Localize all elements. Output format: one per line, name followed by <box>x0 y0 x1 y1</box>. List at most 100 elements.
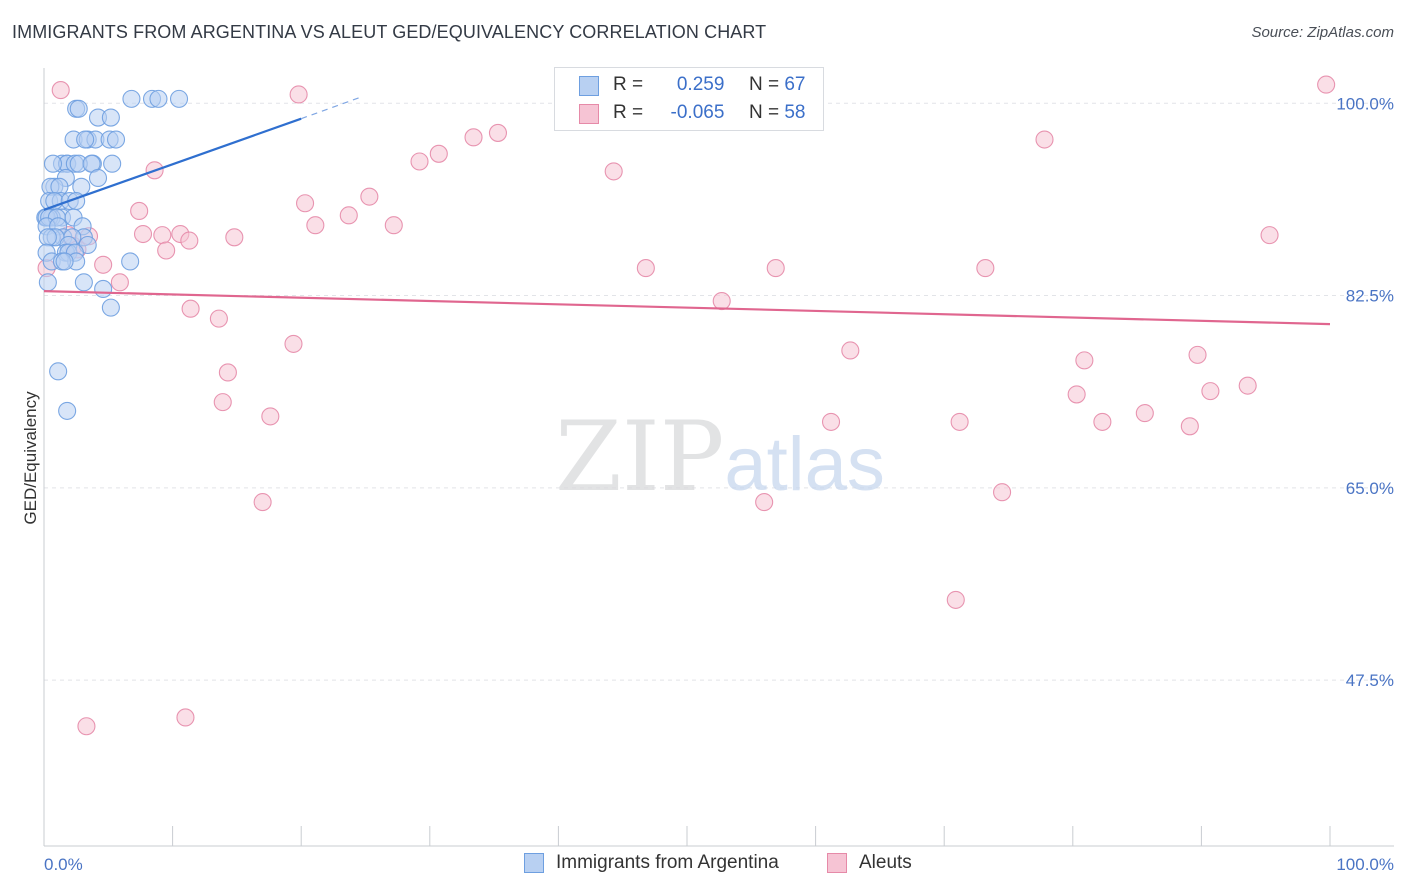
point-argentina-62 <box>38 273 57 292</box>
point-aleuts-33 <box>821 412 841 431</box>
trend-lines <box>43 97 1331 326</box>
point-argentina-3 <box>169 89 189 108</box>
point-aleuts-44 <box>1260 226 1279 245</box>
r-label: R = <box>613 102 644 123</box>
point-aleuts-37 <box>1067 385 1086 404</box>
point-aleuts-24 <box>410 152 429 171</box>
series-label-aleuts: Aleuts <box>859 852 912 873</box>
point-argentina-5 <box>69 99 88 118</box>
point-argentina-66 <box>58 401 77 420</box>
point-aleuts-27 <box>488 123 508 142</box>
point-aleuts-31 <box>712 291 731 311</box>
point-argentina-24 <box>88 168 108 188</box>
point-aleuts-15 <box>213 393 232 412</box>
series-label-argentina: Immigrants from Argentina <box>556 852 779 873</box>
trend-line-aleuts <box>43 290 1331 326</box>
point-aleuts-16 <box>218 363 237 382</box>
trend-line-argentina <box>43 117 302 211</box>
point-argentina-61 <box>74 273 93 292</box>
point-aleuts-52 <box>384 216 403 235</box>
point-aleuts-8 <box>133 224 153 244</box>
n-label: N = <box>748 74 780 95</box>
point-argentina-7 <box>101 108 120 127</box>
point-aleuts-53 <box>1035 130 1054 149</box>
point-aleuts-9 <box>153 226 172 245</box>
point-aleuts-50 <box>289 85 308 104</box>
n-label: N = <box>748 102 780 123</box>
point-aleuts-6 <box>110 273 129 292</box>
point-aleuts-42 <box>1188 345 1207 364</box>
point-aleuts-10 <box>157 241 176 260</box>
point-argentina-65 <box>49 362 68 381</box>
point-argentina-64 <box>101 298 120 317</box>
tick-labels: 100.0% 82.5% 65.0% 47.5% 0.0% 100.0% <box>44 94 1394 874</box>
y-tick-label-3: 47.5% <box>1346 671 1394 690</box>
y-tick-label-1: 82.5% <box>1346 287 1394 306</box>
point-aleuts-22 <box>339 206 358 225</box>
point-aleuts-39 <box>1093 412 1112 431</box>
r-value: -0.065 <box>670 102 725 123</box>
x-tick-label-1: 100.0% <box>1336 855 1394 874</box>
watermark-zip: ZIP <box>555 401 724 513</box>
watermark: ZIPatlas <box>555 401 885 513</box>
point-argentina-59 <box>121 252 140 271</box>
point-argentina-19 <box>43 154 63 173</box>
series-legend: Immigrants from Argentina Aleuts <box>0 852 1406 878</box>
series-swatch-argentina <box>524 853 544 873</box>
point-argentina-2 <box>149 89 168 108</box>
chart-source: Source: ZipAtlas.com <box>1251 24 1394 41</box>
y-tick-label-2: 65.0% <box>1346 479 1394 498</box>
r-label: R = <box>613 74 644 95</box>
point-argentina-60 <box>55 252 74 271</box>
point-argentina-22 <box>103 154 122 173</box>
point-argentina-63 <box>94 279 113 299</box>
point-aleuts-14 <box>209 309 228 328</box>
point-aleuts-29 <box>636 259 655 278</box>
point-aleuts-43 <box>1201 382 1220 401</box>
point-argentina-13 <box>76 130 95 149</box>
chart-title: IMMIGRANTS FROM ARGENTINA VS ALEUT GED/E… <box>12 22 767 42</box>
point-aleuts-25 <box>429 144 448 163</box>
point-aleuts-5 <box>94 255 113 274</box>
point-aleuts-46 <box>946 590 965 609</box>
point-aleuts-34 <box>841 341 860 360</box>
point-aleuts-56 <box>51 81 70 100</box>
point-argentina-49 <box>38 228 57 247</box>
point-aleuts-18 <box>261 407 280 426</box>
point-argentina-0 <box>122 89 141 108</box>
point-aleuts-47 <box>225 228 244 247</box>
point-aleuts-54 <box>1238 376 1257 395</box>
point-aleuts-21 <box>306 216 325 235</box>
data-points <box>36 75 1336 736</box>
point-aleuts-41 <box>1180 417 1199 436</box>
series-swatch-aleuts <box>827 853 847 873</box>
watermark-atlas: atlas <box>724 422 885 507</box>
point-aleuts-23 <box>360 187 379 206</box>
point-argentina-12 <box>106 130 126 149</box>
point-aleuts-35 <box>950 412 969 431</box>
point-aleuts-36 <box>976 259 995 278</box>
correlation-legend: R = 0.259 N = 67 R = -0.065 N = 58 <box>554 67 824 131</box>
r-value: 0.259 <box>676 74 725 95</box>
point-aleuts-55 <box>755 493 774 512</box>
point-aleuts-51 <box>176 708 195 727</box>
legend-swatch-argentina <box>579 76 599 96</box>
point-aleuts-38 <box>1075 351 1094 370</box>
point-aleuts-28 <box>604 162 623 181</box>
point-aleuts-19 <box>284 334 303 353</box>
point-aleuts-20 <box>296 194 315 213</box>
legend-swatch-aleuts <box>579 104 599 124</box>
point-aleuts-40 <box>1135 404 1154 423</box>
legend-text-aleuts: R = -0.065 N = 58 <box>613 102 805 124</box>
trend-line-extension-argentina <box>300 97 360 120</box>
point-aleuts-48 <box>77 717 96 736</box>
point-aleuts-45 <box>1317 75 1336 94</box>
y-tick-label-0: 100.0% <box>1336 94 1394 113</box>
point-aleuts-57 <box>993 483 1012 502</box>
gridlines <box>44 102 1394 681</box>
point-aleuts-26 <box>464 128 483 147</box>
point-aleuts-12 <box>180 231 199 250</box>
n-value: 58 <box>784 102 806 123</box>
legend-text-argentina: R = 0.259 N = 67 <box>613 74 805 96</box>
